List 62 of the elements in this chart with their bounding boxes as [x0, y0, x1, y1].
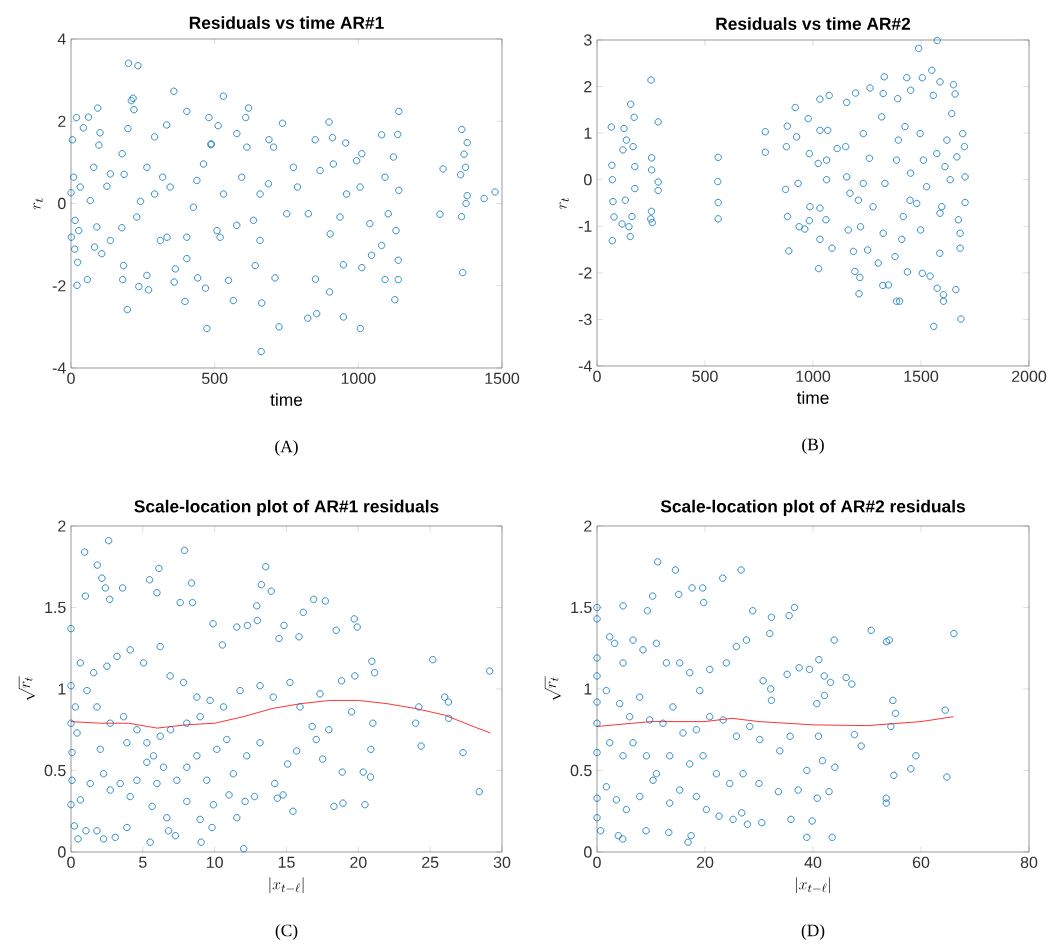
- x-tick-label: 20: [696, 856, 714, 869]
- y-tick-label: 1: [584, 683, 592, 695]
- x-tick-label: 500: [201, 372, 228, 385]
- y-tick-label: 0: [584, 846, 592, 858]
- y-axis-title: $r_t$: [33, 198, 44, 210]
- x-tick-label: 80: [1020, 856, 1038, 869]
- x-tick-label: 60: [912, 856, 930, 869]
- x-axis-title: $|x_{t-\ell}|$: [269, 877, 304, 894]
- chart-title: Residuals vs time AR#1: [189, 16, 384, 29]
- x-tick-label: 10: [206, 856, 223, 869]
- y-tick-label: 0: [58, 197, 66, 210]
- x-tick-label: 25: [422, 856, 439, 869]
- text: (D): [801, 924, 825, 940]
- text: (C): [275, 924, 298, 940]
- y-tick-label: -3: [578, 313, 592, 326]
- x-tick-label: 1500: [904, 370, 939, 383]
- y-tick-label: 1.5: [45, 601, 66, 614]
- y-axis-title: $r_t$: [559, 197, 570, 209]
- chart-title: Scale-location plot of AR#1 residuals: [134, 499, 439, 516]
- y-tick-label: 2: [58, 115, 66, 127]
- y-tick-label: 0.5: [570, 764, 592, 777]
- x-axis-title: $|x_{t-\ell}|$: [796, 877, 830, 894]
- y-tick-label: 2: [584, 520, 592, 532]
- y-axis-title: $\sqrt{r_t}$: [18, 676, 35, 701]
- x-tick-label: 5: [139, 856, 147, 868]
- x-tick-label: 30: [493, 856, 511, 869]
- y-tick-label: -2: [578, 267, 592, 279]
- x-axis-title: time: [270, 393, 303, 406]
- x-tick-label: 1000: [341, 372, 376, 385]
- y-axis-title: $\sqrt{r_t}$: [544, 676, 561, 701]
- y-tick-label: 4: [57, 33, 66, 45]
- y-tick-label: 1: [58, 683, 66, 695]
- x-tick-label: 500: [692, 370, 718, 383]
- chart-title: Residuals vs time AR#2: [716, 17, 911, 30]
- text: (A): [275, 440, 298, 456]
- y-tick-label: 1: [584, 127, 592, 139]
- x-tick-label: 20: [350, 856, 367, 869]
- text: (B): [802, 438, 824, 454]
- y-tick-label: -4: [578, 360, 592, 372]
- y-tick-label: 0: [584, 174, 592, 186]
- x-tick-label: 1500: [485, 372, 520, 385]
- y-tick-label: 3: [584, 34, 592, 46]
- x-tick-label: 1000: [796, 370, 831, 383]
- y-tick-label: -1: [578, 220, 592, 232]
- x-tick-label: 2000: [1012, 370, 1047, 383]
- line-series: [596, 716, 954, 727]
- y-tick-label: -4: [52, 362, 66, 374]
- line-series: [70, 699, 491, 734]
- y-tick-label: 2: [584, 80, 592, 93]
- y-tick-label: 0.5: [44, 764, 66, 777]
- y-tick-label: -2: [52, 280, 66, 292]
- y-tick-label: 2: [58, 520, 66, 532]
- y-tick-label: 0: [58, 846, 66, 858]
- x-tick-label: 0: [67, 856, 75, 869]
- x-tick-label: 40: [804, 856, 822, 869]
- chart-title: Scale-location plot of AR#2 residuals: [660, 499, 965, 516]
- x-axis-title: time: [796, 391, 829, 404]
- x-tick-label: 0: [593, 856, 601, 869]
- x-tick-label: 0: [593, 370, 601, 383]
- x-tick-label: 0: [67, 372, 75, 385]
- x-tick-label: 15: [278, 856, 295, 868]
- y-tick-label: 1.5: [571, 601, 592, 614]
